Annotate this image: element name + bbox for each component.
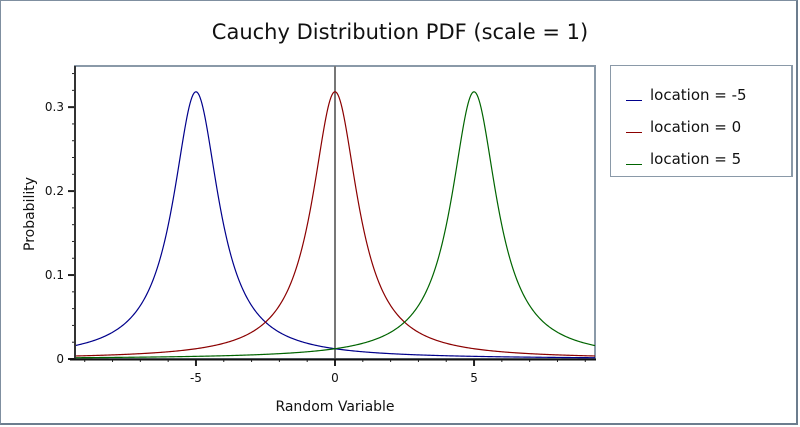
legend-item-location-0: location = 0 (626, 116, 741, 138)
x-axis: -5 0 5 (84, 359, 586, 385)
legend-swatch-icon (626, 131, 642, 133)
x-tick-label: -5 (190, 371, 202, 385)
series-line (74, 91, 596, 359)
y-tick-label: 0.3 (45, 100, 64, 114)
y-axis: 0 0.1 0.2 0.3 (45, 73, 75, 366)
legend-label: location = -5 (650, 86, 747, 104)
legend-label: location = 0 (650, 118, 742, 136)
legend: location = -5 location = 0 location = 5 (610, 65, 793, 177)
series-line (74, 91, 596, 357)
x-tick-label: 5 (470, 371, 478, 385)
legend-item-location-neg5: location = -5 (626, 84, 747, 106)
legend-label: location = 5 (650, 150, 742, 168)
series-curves (74, 91, 596, 359)
y-tick-label: 0.2 (45, 184, 64, 198)
chart-title: Cauchy Distribution PDF (scale = 1) (211, 20, 589, 44)
legend-item-location-5: location = 5 (626, 148, 741, 170)
y-axis-label: Probability (22, 177, 38, 251)
x-axis-label: Random Variable (275, 399, 394, 415)
legend-swatch-icon (626, 163, 642, 165)
x-tick-label: 0 (331, 371, 339, 385)
y-tick-label: 0 (56, 352, 64, 366)
legend-swatch-icon (626, 99, 642, 101)
y-tick-label: 0.1 (45, 268, 64, 282)
